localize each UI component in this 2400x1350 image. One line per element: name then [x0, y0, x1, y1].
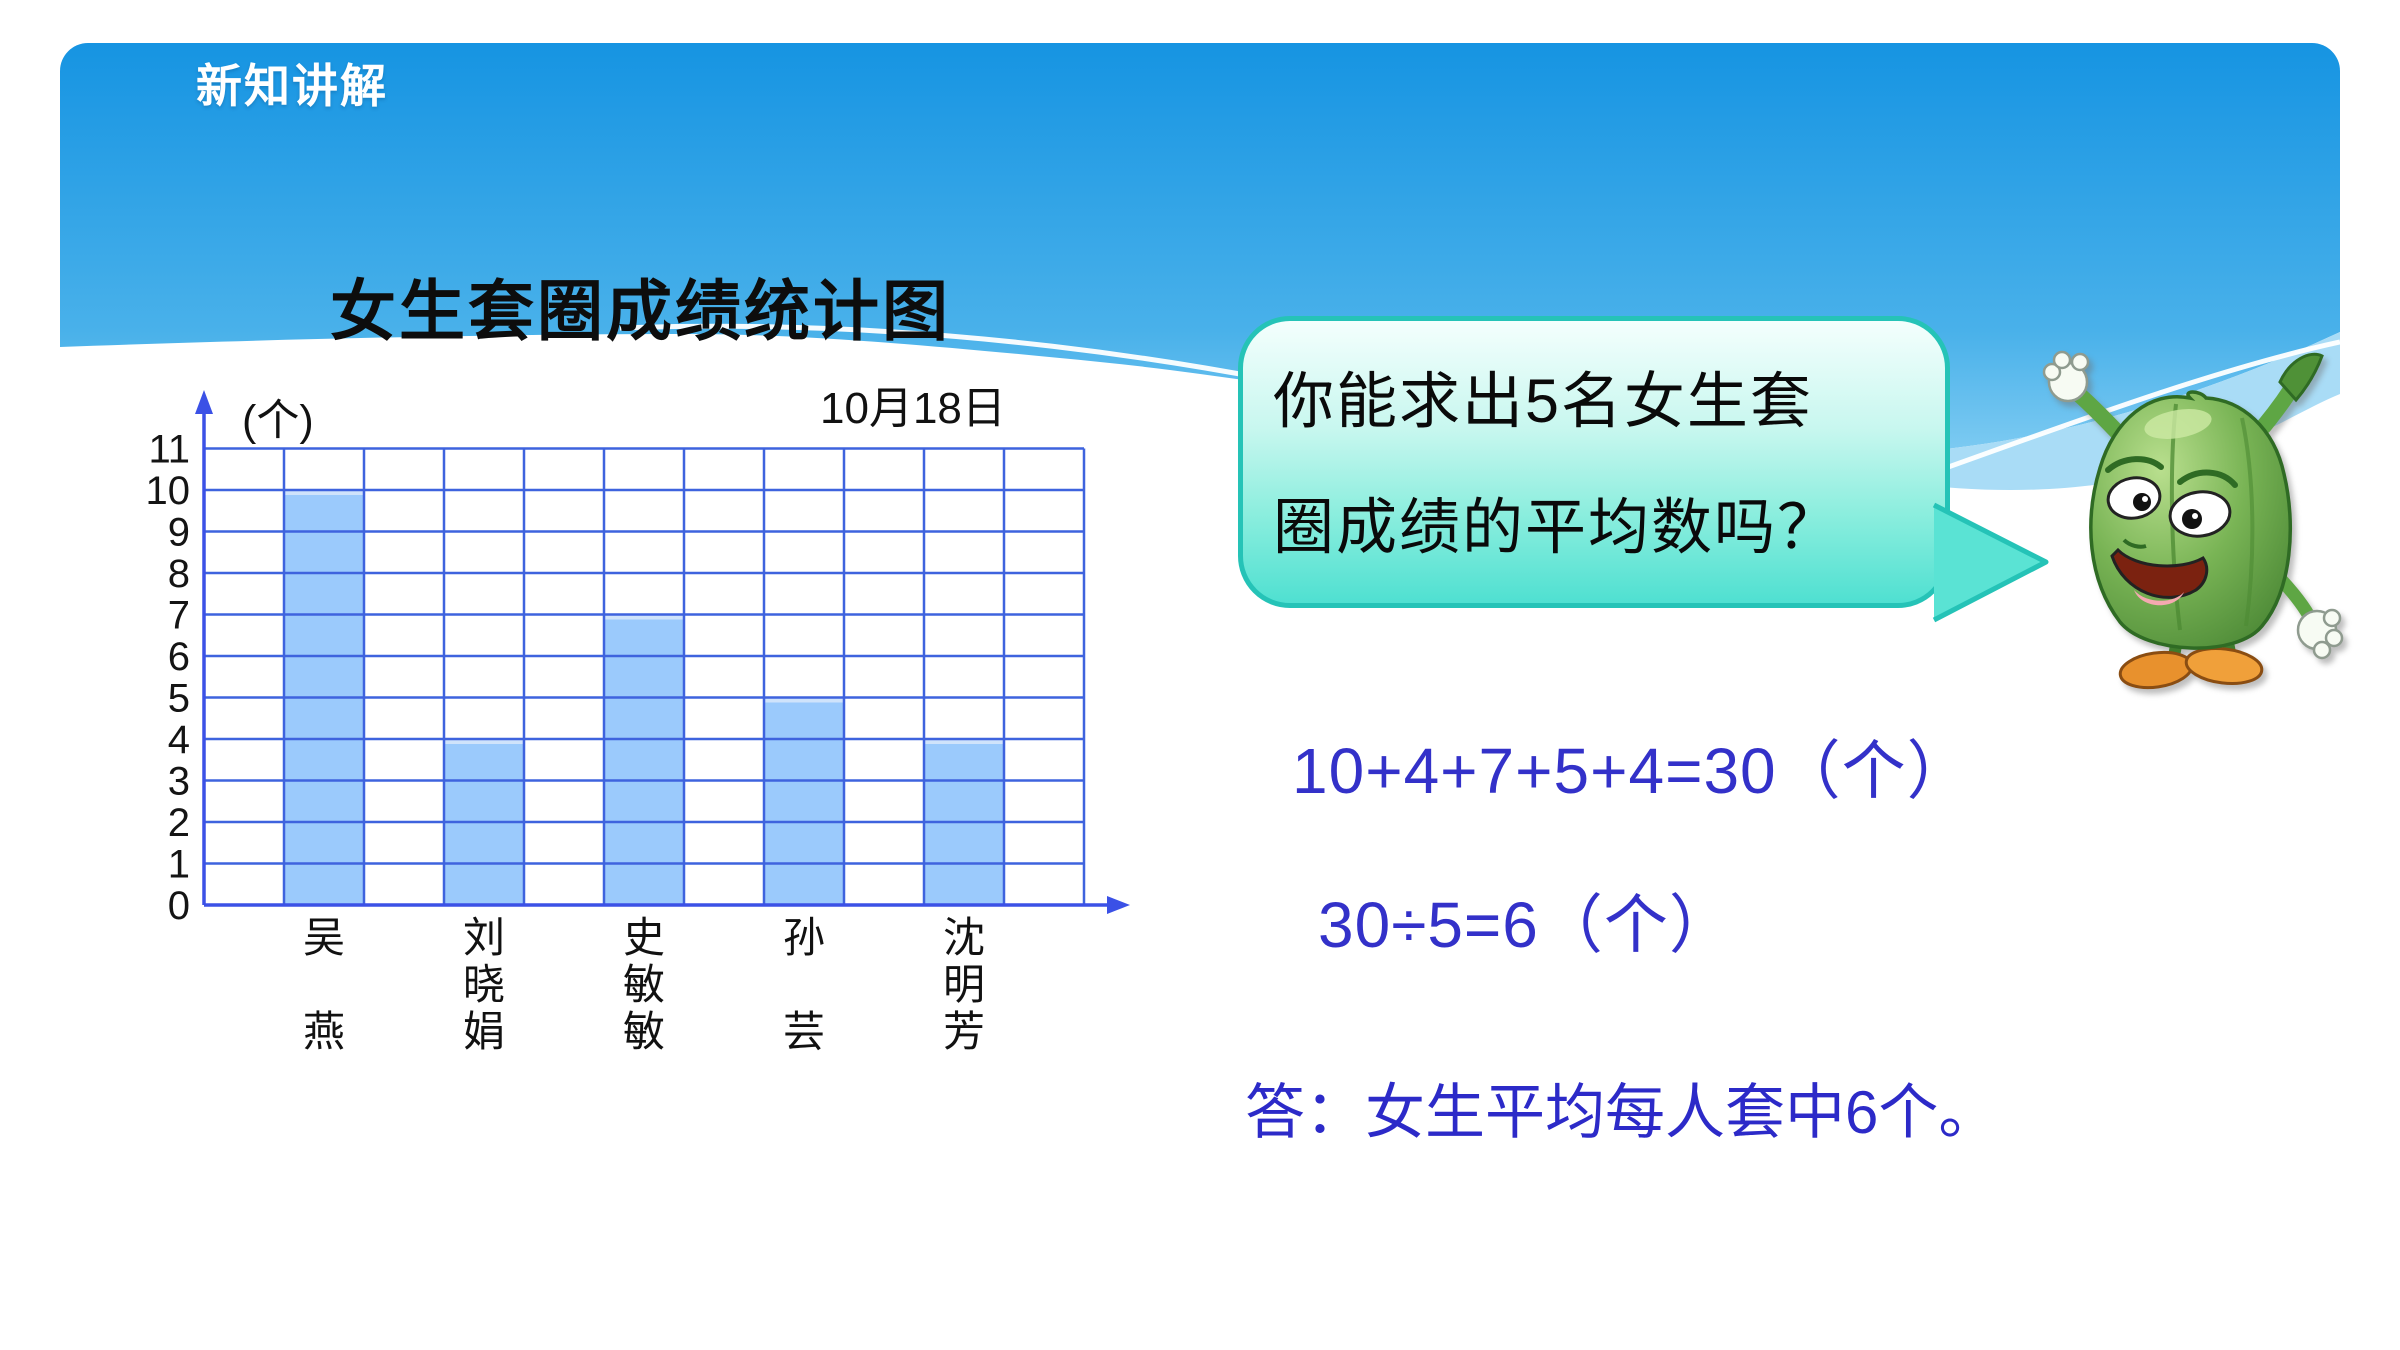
wave-line-right	[1939, 339, 2340, 473]
y-axis-unit-label: (个)	[242, 397, 314, 445]
chart-title: 女生套圈成绩统计图	[330, 274, 951, 348]
mascot-pupil	[2133, 493, 2151, 511]
mascot-nose-crease	[2122, 538, 2147, 549]
pepper-mascot-icon	[2042, 350, 2344, 690]
speech-bubble-text-line2: 圈成绩的平均数吗？	[1273, 493, 1841, 561]
equation-sum: 10+4+7+5+4=30（个）	[1292, 735, 1972, 807]
mascot-shoe	[2118, 650, 2194, 690]
mascot-glove-lower-right	[2296, 608, 2344, 660]
mascot-body-crease	[2240, 417, 2255, 627]
header-badge: 新知讲解	[196, 60, 388, 112]
mascot-stem	[2278, 352, 2324, 403]
mascot-shoe	[2184, 647, 2264, 685]
mascot-eye-glint	[2192, 513, 2198, 519]
speech-bubble: 你能求出5名女生套 圈成绩的平均数吗？	[1238, 316, 1950, 608]
mascot-pupil	[2182, 509, 2202, 529]
mascot-eye-glint	[2142, 496, 2148, 502]
speech-bubble-text-line1: 你能求出5名女生套	[1273, 367, 1813, 435]
mascot-mouth	[2110, 547, 2209, 599]
chart-date-label: 10月18日	[820, 384, 1006, 433]
sky-shape	[60, 43, 2340, 456]
mascot-tongue	[2134, 590, 2184, 606]
mascot-glove-left	[2042, 350, 2090, 403]
mascot-eyebrow	[2177, 469, 2238, 488]
mascot-highlight	[2144, 409, 2212, 439]
answer-sentence: 答：女生平均每人套中6个。	[1245, 1079, 1999, 1146]
mascot-eyebrow	[2105, 456, 2164, 473]
equation-average: 30÷5=6（个）	[1318, 889, 1734, 961]
